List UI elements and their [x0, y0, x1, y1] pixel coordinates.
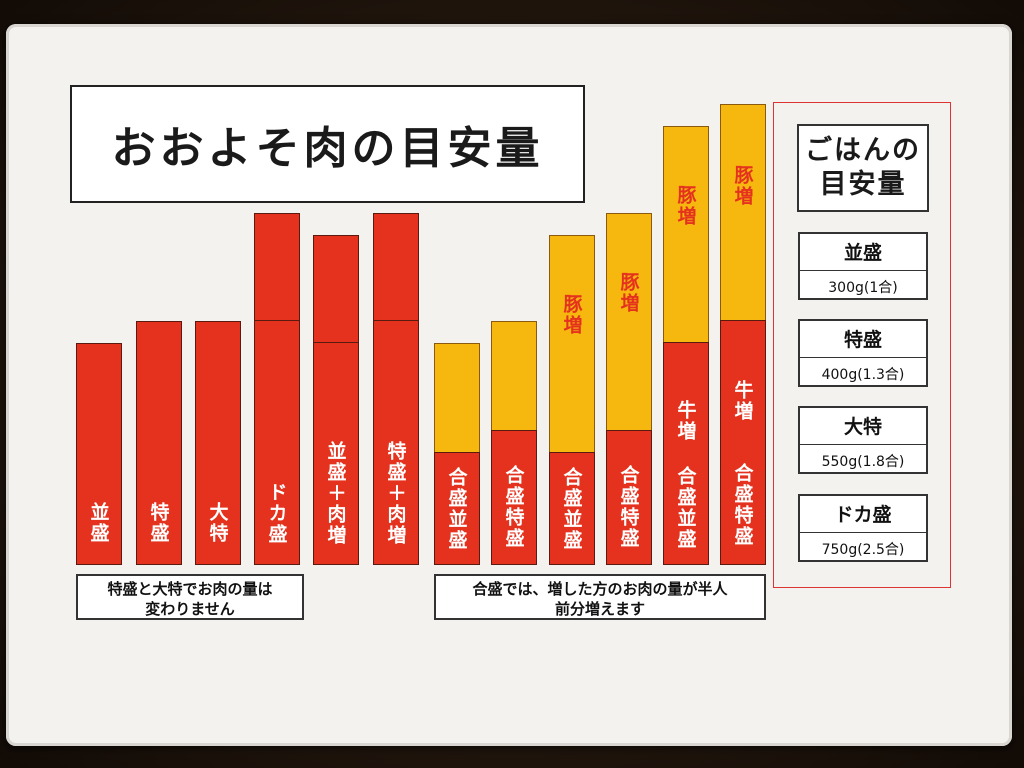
beef-segment [254, 213, 300, 321]
bar-aimori-tokumori-gyumashi-butamashi: 豚増 牛増 合盛特盛 [720, 104, 766, 565]
beef-segment [76, 343, 122, 565]
rice-item-daitoku: 大特 550g(1.8合) [798, 406, 928, 474]
bar-aimori-tokumori-butamashi: 豚増 合盛特盛 [606, 213, 652, 565]
bar-dokamori: ドカ盛 [254, 213, 300, 565]
pork-segment [549, 235, 595, 453]
rice-title-line1: ごはんの [805, 135, 921, 166]
pork-extra-label: 豚増 [674, 185, 697, 227]
rice-item-tokumori: 特盛 400g(1.3合) [798, 319, 928, 387]
bar-label: 合盛並盛 [445, 467, 468, 551]
beef-segment [195, 321, 241, 565]
beef-extra-label: 牛増 [731, 380, 754, 422]
rice-item-amount: 750g(2.5合) [800, 532, 926, 558]
note-right-line1: 合盛では、増した方のお肉の量が半人 [472, 580, 728, 598]
beef-segment [254, 320, 300, 565]
pork-segment [434, 343, 480, 453]
bar-label: ドカ盛 [265, 481, 288, 545]
rice-item-amount: 550g(1.8合) [800, 444, 926, 470]
beef-segment [491, 430, 537, 565]
rice-title-line2: 目安量 [819, 169, 907, 200]
pork-segment [491, 321, 537, 431]
pork-segment [720, 104, 766, 321]
rice-item-amount: 300g(1合) [800, 270, 926, 296]
bar-tokumori: 特盛 [136, 321, 182, 565]
bar-daitoku: 大特 [195, 321, 241, 565]
bar-aimori-tokumori: 合盛特盛 [491, 321, 537, 565]
bar-label: 大特 [206, 502, 229, 544]
bar-label: 合盛並盛 [560, 467, 583, 551]
rice-item-name: 並盛 [843, 242, 882, 264]
pork-extra-label: 豚増 [731, 165, 754, 207]
beef-segment [720, 320, 766, 565]
rice-item-amount: 400g(1.3合) [800, 357, 926, 383]
bar-label: 特盛＋肉増 [384, 440, 407, 546]
note-left-line1: 特盛と大特でお肉の量は [107, 580, 273, 598]
beef-segment [373, 213, 419, 321]
beef-segment [434, 452, 480, 565]
bar-aimori-namimori: 合盛並盛 [434, 343, 480, 565]
bar-aimori-namimori-gyumashi-butamashi: 豚増 牛増 合盛並盛 [663, 126, 709, 565]
pork-segment [663, 126, 709, 343]
rice-item-name: 特盛 [843, 329, 882, 351]
note-right: 合盛では、増した方のお肉の量が半人 前分増えます [434, 574, 766, 620]
rice-panel [773, 102, 951, 588]
beef-segment [549, 452, 595, 565]
rice-item-dokamori: ドカ盛 750g(2.5合) [798, 494, 928, 562]
note-left-line2: 変わりません [145, 600, 235, 618]
pork-segment [606, 213, 652, 431]
rice-item-name: 大特 [843, 416, 882, 438]
beef-segment [313, 235, 359, 343]
page-title: おおよそ肉の目安量 [111, 123, 544, 174]
beef-segment [663, 342, 709, 565]
note-left: 特盛と大特でお肉の量は 変わりません [76, 574, 304, 620]
pork-extra-label: 豚増 [617, 272, 640, 314]
beef-segment [313, 342, 359, 565]
bar-label: 合盛特盛 [617, 465, 640, 549]
beef-segment [136, 321, 182, 565]
bar-namimori-nikumashi: 並盛＋肉増 [313, 235, 359, 565]
bar-aimori-namimori-butamashi: 豚増 合盛並盛 [549, 235, 595, 565]
rice-title: ごはんの 目安量 [797, 124, 929, 212]
beef-segment [373, 320, 419, 565]
note-right-line2: 前分増えます [554, 600, 645, 618]
bar-label: 並盛 [87, 502, 110, 544]
bar-namimori: 並盛 [76, 343, 122, 565]
bar-label: 合盛特盛 [502, 465, 525, 549]
bar-label: 合盛特盛 [731, 463, 754, 547]
rice-item-name: ドカ盛 [834, 504, 892, 526]
rice-item-namimori: 並盛 300g(1合) [798, 232, 928, 300]
bar-label: 特盛 [147, 502, 170, 544]
pork-extra-label: 豚増 [560, 294, 583, 336]
bar-label: 並盛＋肉増 [324, 440, 347, 546]
bar-label: 合盛並盛 [674, 466, 697, 550]
beef-extra-label: 牛増 [674, 400, 697, 442]
bar-tokumori-nikumashi: 特盛＋肉増 [373, 213, 419, 565]
beef-segment [606, 430, 652, 565]
title-box: おおよそ肉の目安量 [70, 85, 585, 203]
